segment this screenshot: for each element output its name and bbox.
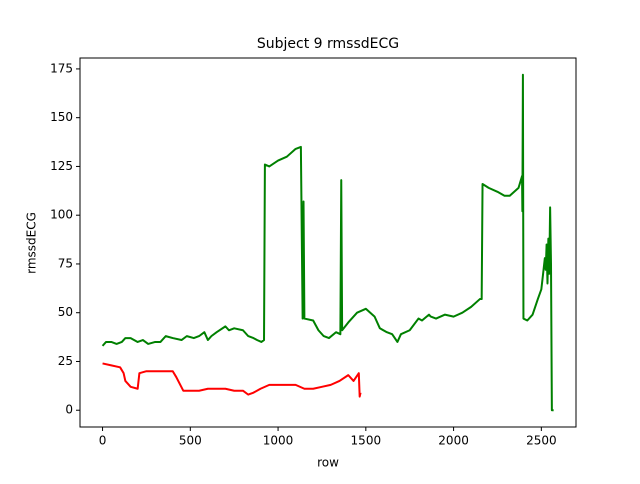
plot-frame xyxy=(79,57,577,428)
x-axis-label: row xyxy=(317,456,339,470)
x-tick-label: 2000 xyxy=(438,434,469,448)
chart-title: Subject 9 rmssdECG xyxy=(257,36,399,52)
y-tick-label: 50 xyxy=(58,305,73,319)
y-tick-label: 175 xyxy=(50,61,73,75)
y-tick-label: 100 xyxy=(50,208,73,222)
x-tick-label: 0 xyxy=(99,434,107,448)
y-tick-label: 0 xyxy=(65,403,73,417)
y-tick-label: 125 xyxy=(50,159,73,173)
y-axis-label: rmssdECG xyxy=(25,212,39,274)
y-tick-label: 25 xyxy=(58,354,73,368)
x-tick-label: 1500 xyxy=(351,434,382,448)
x-tick-label: 2500 xyxy=(526,434,557,448)
x-tick-label: 500 xyxy=(179,434,202,448)
y-tick-label: 150 xyxy=(50,110,73,124)
y-tick-label: 75 xyxy=(58,256,73,270)
data-line xyxy=(102,362,362,398)
x-tick-label: 1000 xyxy=(263,434,294,448)
data-line xyxy=(101,73,554,412)
